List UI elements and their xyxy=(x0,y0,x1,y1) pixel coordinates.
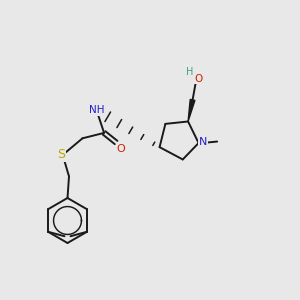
Text: S: S xyxy=(58,148,65,161)
Text: O: O xyxy=(116,143,125,154)
Text: H: H xyxy=(186,67,193,77)
Text: NH: NH xyxy=(89,105,104,116)
Text: N: N xyxy=(199,137,207,147)
Text: O: O xyxy=(194,74,203,84)
Polygon shape xyxy=(188,99,195,122)
Text: H: H xyxy=(184,67,192,77)
